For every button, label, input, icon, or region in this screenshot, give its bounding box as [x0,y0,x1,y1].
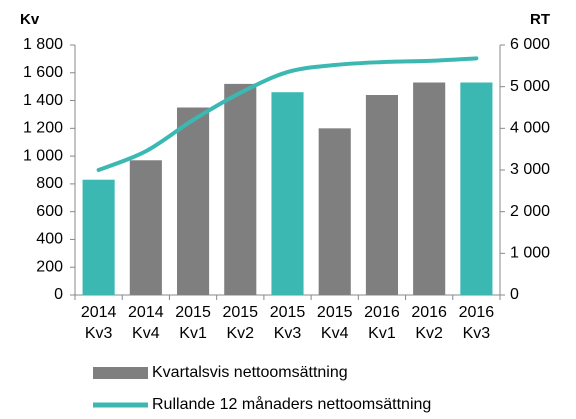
bar [177,107,210,295]
y-tick-label: 1 200 [23,120,63,137]
x-tick-line: 2015 [222,304,258,321]
x-tick-line: Kv4 [132,325,160,342]
bar [413,82,446,295]
y2-tick-label: 6 000 [510,36,550,53]
bar [365,95,398,295]
x-tick-line: 2016 [411,304,447,321]
x-tick-line: 2015 [270,304,306,321]
y-tick-label: 0 [54,286,63,303]
y-tick-label: 400 [36,231,63,248]
x-tick-line: Kv3 [463,325,491,342]
y-tick-label: 1 000 [23,147,63,164]
x-tick-label: 2015 Kv4 [317,304,353,342]
x-tick-label: 2015 Kv3 [270,304,306,342]
y-axis-label: Kv [20,11,40,28]
x-tick-line: 2014 [128,304,164,321]
y-tick-label: 800 [36,175,63,192]
y-tick-label: 600 [36,203,63,220]
bar [271,92,304,295]
x-tick-line: 2014 [81,304,117,321]
x-tick-line: Kv3 [85,325,113,342]
y-tick-label: 1 400 [23,92,63,109]
y2-tick-label: 4 000 [510,120,550,137]
y2-tick-label: 1 000 [510,245,550,262]
x-tick-line: 2016 [364,304,400,321]
x-tick-line: Kv4 [321,325,349,342]
x-tick-label: 2014 Kv4 [128,304,164,342]
y2-axis-label: RT [530,11,550,28]
x-tick-line: 2015 [317,304,353,321]
x-tick-line: Kv2 [226,325,254,342]
legend-swatch [93,367,148,379]
y2-tick-label: 3 000 [510,161,550,178]
legend-label: Kvartalsvis nettoomsättning [152,364,348,381]
bar [318,128,351,295]
x-tick-label: 2014 Kv3 [81,304,117,342]
y-tick-label: 1 600 [23,64,63,81]
y2-tick-label: 0 [510,286,519,303]
x-tick-line: Kv1 [179,325,207,342]
line [96,56,479,172]
x-tick-label: 2016 Kv2 [411,304,447,342]
x-tick-label: 2016 Kv1 [364,304,400,342]
y2-tick-label: 2 000 [510,203,550,220]
bar [129,160,162,295]
y2-tick-label: 5 000 [510,78,550,95]
x-tick-label: 2016 Kv3 [459,304,495,342]
x-tick-line: 2015 [175,304,211,321]
bar [224,83,257,295]
x-tick-line: Kv1 [368,325,396,342]
legend-label: Rullande 12 månaders nettoomsättning [152,395,431,413]
x-tick-label: 2015 Kv2 [222,304,258,342]
y-tick-label: 1 800 [23,36,63,53]
y-tick-label: 200 [36,258,63,275]
x-tick-line: Kv3 [274,325,302,342]
x-tick-line: Kv2 [415,325,443,342]
bar [82,179,115,295]
x-tick-line: 2016 [459,304,495,321]
bar [460,82,493,295]
x-tick-label: 2015 Kv1 [175,304,211,342]
